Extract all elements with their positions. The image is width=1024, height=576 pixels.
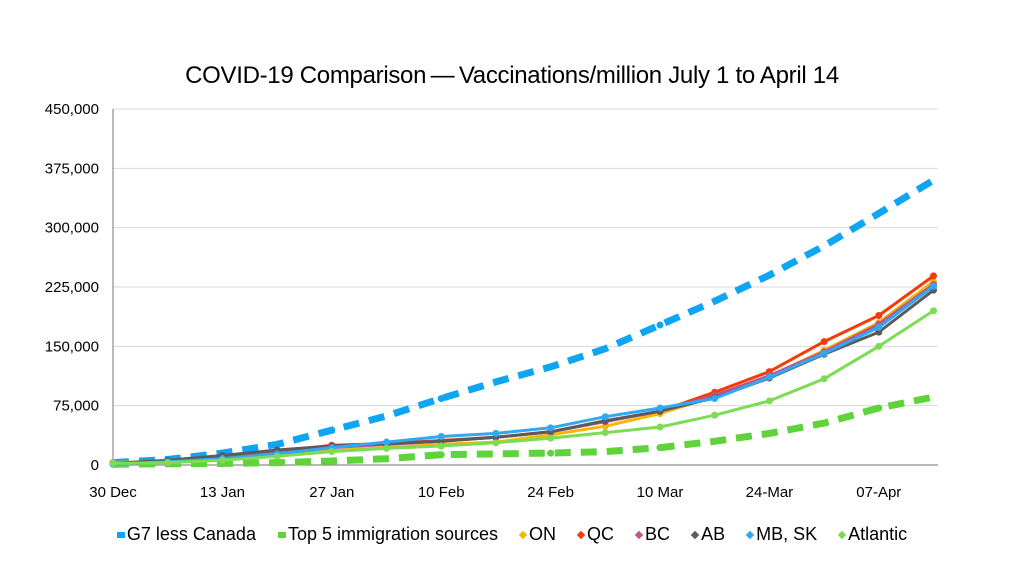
data-point (437, 442, 445, 450)
legend-diamond-marker-icon (518, 530, 528, 539)
legend-label: ON (529, 524, 557, 544)
data-point (875, 209, 883, 217)
y-tick-label: 450,000 (45, 101, 99, 118)
data-point (656, 321, 664, 329)
series-line (112, 309, 935, 465)
legend-item: ON (518, 524, 557, 545)
data-point (930, 272, 937, 280)
legend-diamond-marker-icon (745, 530, 755, 539)
data-point (547, 363, 555, 371)
y-tick-label: 0 (91, 457, 99, 474)
legend-item: AB (690, 524, 726, 545)
data-point (765, 271, 773, 279)
data-point (656, 404, 664, 412)
data-point (656, 444, 664, 452)
data-point (601, 429, 609, 437)
data-point (711, 395, 719, 403)
legend-diamond-marker-icon (690, 530, 700, 539)
data-point (765, 373, 773, 381)
x-tick-label: 10 Mar (637, 484, 684, 501)
series-line (112, 177, 936, 467)
data-point (547, 424, 555, 432)
data-point (765, 429, 773, 437)
data-point (820, 338, 828, 346)
data-point (437, 451, 445, 459)
legend-item: QC (576, 524, 615, 545)
legend-label: AB (701, 524, 726, 544)
data-point (875, 342, 883, 350)
data-point (765, 397, 773, 405)
data-point (820, 375, 828, 383)
data-point (547, 434, 555, 442)
legend-label: MB, SK (756, 524, 818, 544)
legend-label: Atlantic (848, 524, 908, 544)
gridlines (113, 108, 938, 407)
legend-item: Atlantic (837, 524, 908, 545)
legend-item: Top 5 immigration sources (277, 524, 499, 545)
data-point (820, 349, 828, 357)
data-point (930, 307, 937, 315)
legend-label: BC (645, 524, 671, 544)
x-tick-label: 30 Dec (89, 484, 137, 501)
series-atlantic (109, 307, 937, 467)
series-g7-less-canada (109, 177, 936, 467)
y-tick-label: 150,000 (45, 338, 99, 355)
legend-square-marker-icon (116, 531, 125, 538)
x-tick-label: 27 Jan (309, 484, 354, 501)
legend-diamond-marker-icon (576, 530, 586, 539)
data-point (328, 426, 336, 434)
data-point (437, 433, 445, 441)
data-point (875, 404, 883, 412)
chart-title: COVID-19 Comparison — Vaccinations/milli… (185, 62, 839, 89)
x-tick-label: 07-Apr (856, 484, 901, 501)
series-lines (109, 177, 937, 468)
data-point (437, 395, 445, 403)
x-tick-label: 10 Feb (418, 484, 465, 501)
legend-label: Top 5 immigration sources (287, 524, 499, 544)
x-tick-label: 24-Mar (746, 484, 794, 501)
data-point (930, 282, 937, 290)
series-line (112, 393, 935, 468)
legend-label: QC (587, 524, 615, 544)
data-point (383, 444, 390, 452)
data-point (547, 449, 555, 457)
y-tick-label: 225,000 (45, 279, 99, 296)
legend-label: G7 less Canada (126, 524, 256, 544)
legend-square-marker-icon (277, 531, 286, 538)
legend-item: G7 less Canada (116, 524, 256, 545)
data-point (875, 311, 883, 319)
legend: G7 less Canada Top 5 immigration sources O… (0, 524, 1024, 545)
data-point (273, 452, 281, 460)
y-tick-label: 300,000 (45, 220, 99, 237)
legend-item: MB, SK (745, 524, 818, 545)
data-point (164, 459, 172, 467)
data-point (218, 456, 226, 464)
data-point (383, 438, 390, 446)
data-point (492, 429, 500, 437)
y-tick-label: 75,000 (53, 398, 99, 415)
x-tick-labels: 30 Dec 13 Jan 27 Jan 10 Feb 24 Feb 10 Mar 24-M… (89, 484, 901, 501)
legend-item: BC (634, 524, 671, 545)
data-point (875, 323, 883, 331)
data-point (711, 411, 719, 419)
data-point (109, 459, 117, 467)
legend-diamond-marker-icon (837, 530, 847, 539)
data-point (328, 457, 336, 465)
data-point (656, 423, 664, 431)
x-tick-label: 24 Feb (527, 484, 574, 501)
data-point (492, 439, 500, 447)
series-line (112, 285, 935, 466)
x-tick-label: 13 Jan (200, 484, 245, 501)
y-tick-label: 375,000 (45, 160, 99, 177)
data-point (328, 448, 336, 456)
y-tick-labels: 0 75,000 150,000 225,000 300,000 375,000 450,0… (45, 101, 99, 474)
legend-diamond-marker-icon (634, 530, 644, 539)
data-point (601, 413, 609, 421)
